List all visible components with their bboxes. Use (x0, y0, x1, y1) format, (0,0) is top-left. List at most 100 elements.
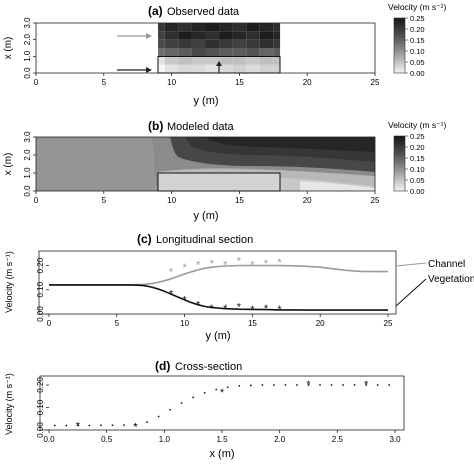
panel-a-colorbar-ticks: 0.25 0.20 0.15 0.10 0.05 0.00 (405, 14, 425, 78)
observed-point-channel: * (169, 267, 174, 279)
field-cell (232, 56, 247, 65)
panel-d-series: * * * * * (53, 379, 391, 434)
x-tick-label: 5 (102, 78, 107, 87)
modeled-point (330, 384, 333, 386)
field-cell (246, 64, 260, 73)
panel-b-axes: 0 5 10 15 20 25 0.0 1.0 2.0 3.0 (23, 131, 380, 205)
series-line-vegetation (49, 284, 388, 311)
field-cell (273, 48, 281, 57)
colorbar-tick-label: 0.20 (410, 143, 425, 152)
panel-a-ylabel: x (m) (3, 37, 14, 60)
arrow-head-icon (146, 33, 152, 39)
panel-b-label: (b) (148, 119, 163, 133)
modeled-point (111, 424, 114, 427)
field-cell (273, 31, 281, 40)
modeled-point (146, 421, 148, 424)
panel-a-title: Observed data (167, 6, 240, 18)
panel-c: (c) Longitudinal section 0 5 10 15 20 250.000… (4, 232, 474, 342)
panel-c-label: (c) (137, 232, 152, 246)
field-cell (219, 23, 233, 32)
panel-b-colorbar-ticks: 0.25 0.20 0.15 0.10 0.05 0.00 (405, 132, 425, 196)
x-tick-label: 15 (235, 196, 244, 205)
panel-c-xlabel: y (m) (205, 330, 230, 342)
x-tick-label: 10 (167, 78, 176, 87)
panel-b-title: Modeled data (167, 121, 235, 133)
modeled-point (273, 384, 275, 386)
x-tick-label: 20 (303, 196, 312, 205)
field-cell (246, 56, 260, 65)
y-tick-label: 0.20 (36, 377, 45, 393)
field-cell (232, 64, 247, 73)
colorbar-tick-label: 0.20 (410, 25, 425, 34)
observed-point-channel: * (264, 258, 269, 270)
field-cell (232, 39, 247, 48)
panel-c-title: Longitudinal section (156, 234, 253, 246)
field-cell (178, 48, 192, 57)
observed-point-vegetation: * (169, 288, 174, 300)
x-tick-label: 20 (316, 319, 325, 328)
field-cell (273, 39, 281, 48)
y-tick-label: 0.0 (23, 67, 32, 79)
field-cell (259, 48, 274, 57)
panel-c-ylabel: Velocity (m s⁻¹) (4, 251, 14, 313)
x-tick-label: 15 (235, 78, 244, 87)
modeled-point (284, 384, 287, 386)
observed-point-vegetation: * (264, 303, 269, 315)
panel-c-axes: 0 5 10 15 20 25 0.00 0.10 0.20 (36, 257, 393, 328)
observed-point-vegetation: * (196, 299, 201, 311)
field-cell (246, 31, 260, 40)
modeled-point (203, 391, 206, 394)
x-tick-label: 0 (47, 319, 52, 328)
field-cell (259, 56, 274, 65)
modeled-point (192, 396, 195, 399)
x-tick-label: 10 (167, 196, 176, 205)
field-cell (164, 31, 179, 40)
field-cell (219, 48, 233, 57)
x-tick-label: 25 (371, 78, 380, 87)
x-tick-label: 5 (102, 196, 107, 205)
field-cell (178, 31, 192, 40)
panel-b-ylabel: x (m) (3, 153, 14, 176)
panel-d-label: (d) (155, 359, 170, 373)
panel-d-title: Cross-section (175, 361, 242, 373)
modeled-point (157, 415, 160, 418)
colorbar-tick-label: 0.05 (410, 58, 425, 67)
colorbar-tick-label: 0.00 (410, 69, 425, 78)
observed-point: * (220, 387, 225, 399)
field-cell (205, 56, 220, 65)
panel-a-colorbar-title: Velocity (m s⁻¹) (388, 2, 446, 12)
field-cell (191, 23, 206, 32)
observed-point-channel: * (223, 259, 228, 271)
colorbar-tick-label: 0.05 (410, 176, 425, 185)
observed-point: * (76, 421, 81, 433)
observed-point-channel: * (210, 258, 215, 270)
panel-b: (b) Modeled data 0 5 10 15 20 250.01.02.03.0 … (3, 119, 446, 222)
y-tick-label: 0.10 (36, 399, 45, 415)
panel-a-arrows (117, 33, 222, 73)
field-cell (164, 23, 179, 32)
x-tick-label: 1.0 (159, 435, 171, 444)
modeled-point (307, 384, 310, 386)
modeled-point (376, 384, 379, 386)
colorbar-tick-label: 0.25 (410, 132, 425, 141)
modeled-point (215, 388, 218, 391)
field-cell (259, 64, 274, 73)
y-tick-label: 2.0 (23, 34, 32, 46)
y-tick-label: 0.00 (36, 306, 45, 322)
modeled-point (226, 386, 229, 389)
colorbar-tick-label: 0.10 (410, 47, 425, 56)
modeled-point (365, 384, 368, 386)
panel-c-legend: Channel Vegetation (395, 259, 474, 307)
field-cell (273, 64, 281, 73)
modeled-point (342, 384, 344, 386)
field-cell (158, 31, 165, 40)
x-tick-label: 10 (180, 319, 189, 328)
legend-channel-label: Channel (428, 259, 465, 270)
observed-point-vegetation: * (277, 304, 282, 316)
y-tick-label: 0.20 (36, 257, 45, 273)
field-cell (178, 64, 192, 73)
modeled-point (100, 424, 102, 427)
x-tick-label: 25 (371, 196, 380, 205)
field-cell (164, 64, 179, 73)
panel-c-plot-frame (38, 250, 397, 315)
